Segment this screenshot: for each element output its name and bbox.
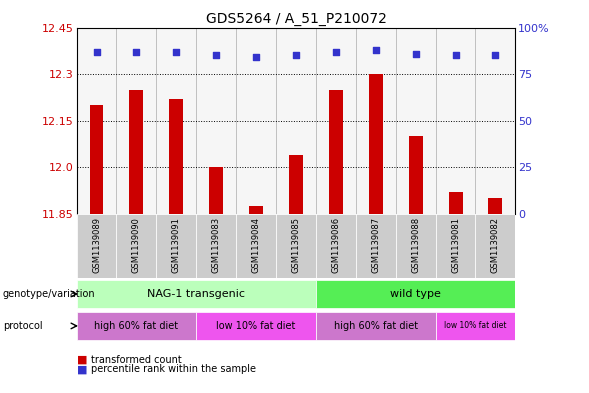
Text: percentile rank within the sample: percentile rank within the sample [91,364,256,375]
Text: GSM1139084: GSM1139084 [252,217,260,273]
Text: low 10% fat diet: low 10% fat diet [216,321,296,331]
Bar [276,214,316,278]
Bar [316,279,515,309]
Text: genotype/variation: genotype/variation [3,289,95,299]
Bar [289,155,303,214]
Bar [475,214,515,278]
Bar [409,136,423,214]
Text: ■: ■ [77,364,91,375]
Bar [77,312,196,340]
Point [331,49,340,55]
Bar [236,28,276,214]
Point [132,49,141,55]
Text: GSM1139087: GSM1139087 [371,217,380,274]
Text: GSM1139081: GSM1139081 [451,217,460,273]
Text: high 60% fat diet: high 60% fat diet [94,321,178,331]
Bar [117,214,156,278]
Text: low 10% fat diet: low 10% fat diet [444,321,507,331]
Bar [130,90,143,214]
Text: GSM1139091: GSM1139091 [172,217,181,273]
Bar [475,28,515,214]
Title: GDS5264 / A_51_P210072: GDS5264 / A_51_P210072 [206,13,386,26]
Bar [90,105,104,214]
Bar [249,206,263,214]
Bar [196,214,236,278]
Bar [329,90,343,214]
Bar [396,214,436,278]
Text: transformed count: transformed count [91,354,182,365]
Point [252,54,261,61]
Bar [77,214,117,278]
Bar [488,198,502,214]
Bar [156,28,196,214]
Bar [236,214,276,278]
Text: GSM1139086: GSM1139086 [332,217,340,274]
Point [291,52,300,59]
Bar [436,214,475,278]
Bar [396,28,436,214]
Bar [436,312,515,340]
Bar [449,192,462,214]
Text: wild type: wild type [390,289,441,299]
Bar [77,28,117,214]
Text: GSM1139089: GSM1139089 [92,217,101,273]
Bar [117,28,156,214]
Text: protocol: protocol [3,321,42,331]
Bar [196,28,236,214]
Bar [196,312,316,340]
Bar [316,214,356,278]
Text: NAG-1 transgenic: NAG-1 transgenic [147,289,245,299]
Text: ■: ■ [77,354,91,365]
Bar [77,279,316,309]
Bar [209,167,223,214]
Point [411,50,421,57]
Text: GSM1139083: GSM1139083 [211,217,221,274]
Bar [276,28,316,214]
Text: GSM1139082: GSM1139082 [491,217,500,273]
Point [92,49,101,55]
Text: GSM1139090: GSM1139090 [132,217,141,273]
Bar [169,99,183,214]
Text: GSM1139088: GSM1139088 [411,217,420,274]
Bar [316,312,436,340]
Bar [369,74,383,214]
Point [491,52,500,59]
Bar [316,28,356,214]
Bar [436,28,475,214]
Point [371,47,380,53]
Bar [356,28,396,214]
Bar [156,214,196,278]
Point [211,52,221,59]
Point [451,52,460,59]
Bar [356,214,396,278]
Point [171,49,181,55]
Text: GSM1139085: GSM1139085 [292,217,300,273]
Text: high 60% fat diet: high 60% fat diet [334,321,418,331]
